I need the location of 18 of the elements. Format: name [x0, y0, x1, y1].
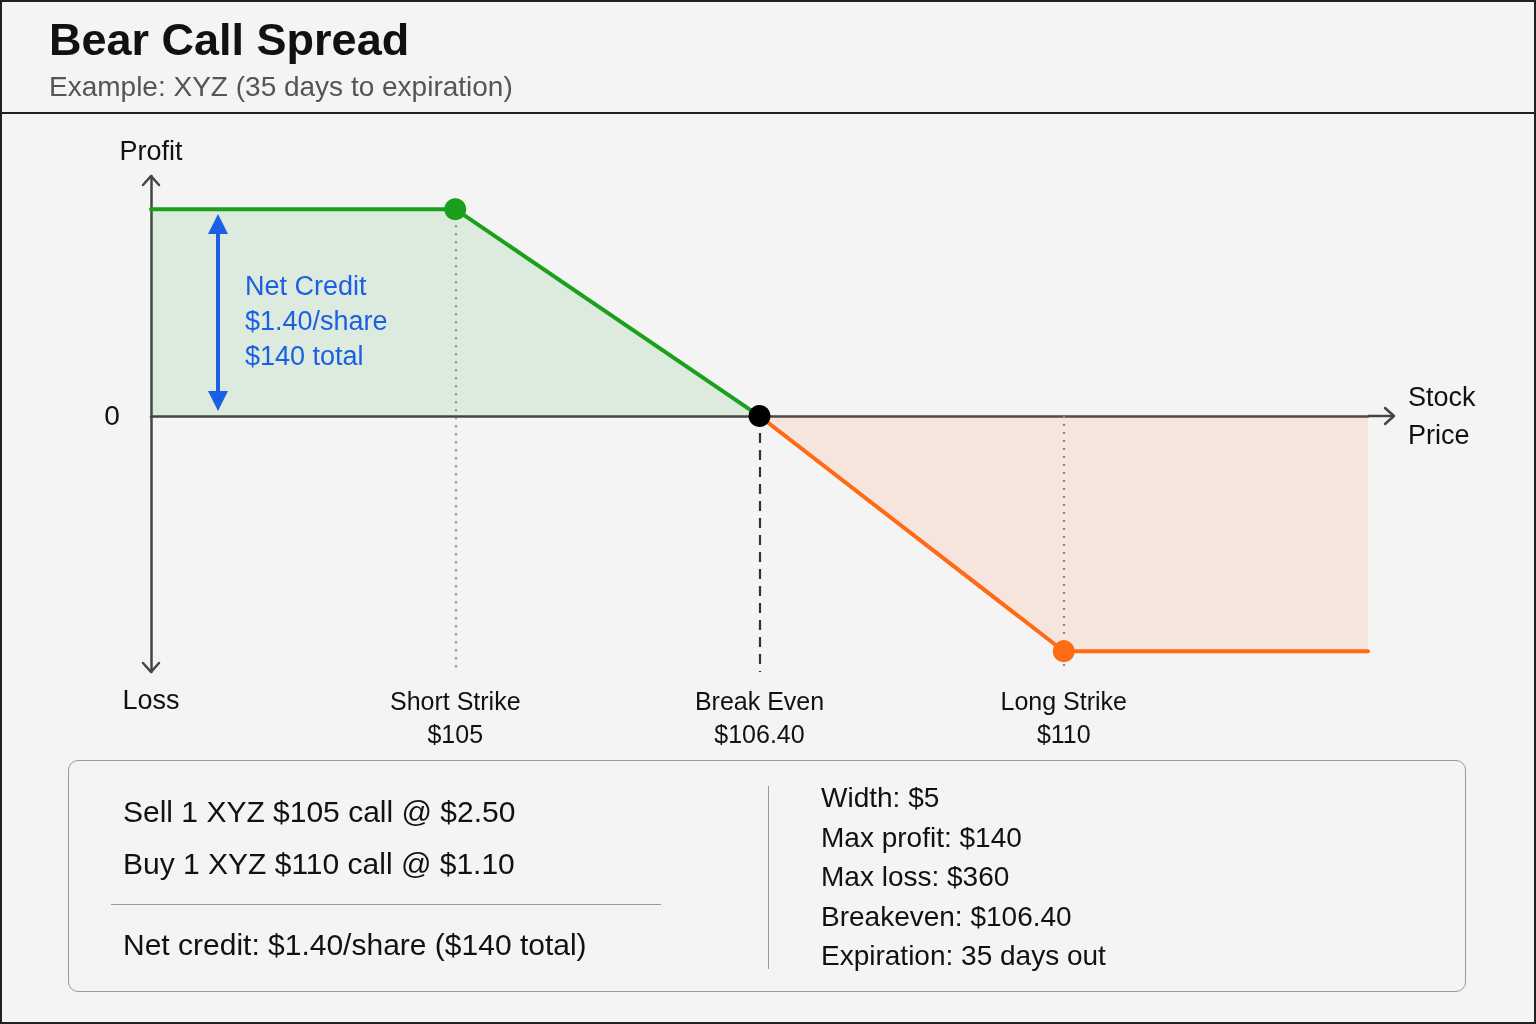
text: Net credit: $1.40/share ($140 total): [123, 927, 588, 963]
text: 0: [103, 400, 121, 433]
y-axis-title: Profit: [119, 135, 183, 166]
x-axis-title: Stock Price: [1408, 382, 1477, 451]
text: Expiration: 35 days out: [821, 939, 1106, 973]
text: Width: $5: [821, 781, 941, 815]
x-tick-label: Long Strike $110: [1000, 686, 1127, 748]
text: Max profit: $140: [821, 820, 1023, 855]
chart-title: Bear Call Spread: [49, 14, 410, 65]
x-tick-label: Short Strike $105: [389, 686, 521, 748]
text: Sell 1 XYZ $105 call @ $2.50: [123, 794, 517, 830]
chart-subtitle: Example: XYZ (35 days to expiration): [49, 70, 513, 102]
text: Loss: [121, 684, 181, 716]
annotation: Net Credit $1.40/share $140 total: [244, 269, 388, 373]
x-tick-label: Break Even $106.40: [694, 686, 825, 748]
text: Buy 1 XYZ $110 call @ $1.10: [123, 846, 516, 882]
text: Max loss: $360: [821, 860, 1011, 894]
text: Breakeven: $106.40: [821, 899, 1073, 934]
